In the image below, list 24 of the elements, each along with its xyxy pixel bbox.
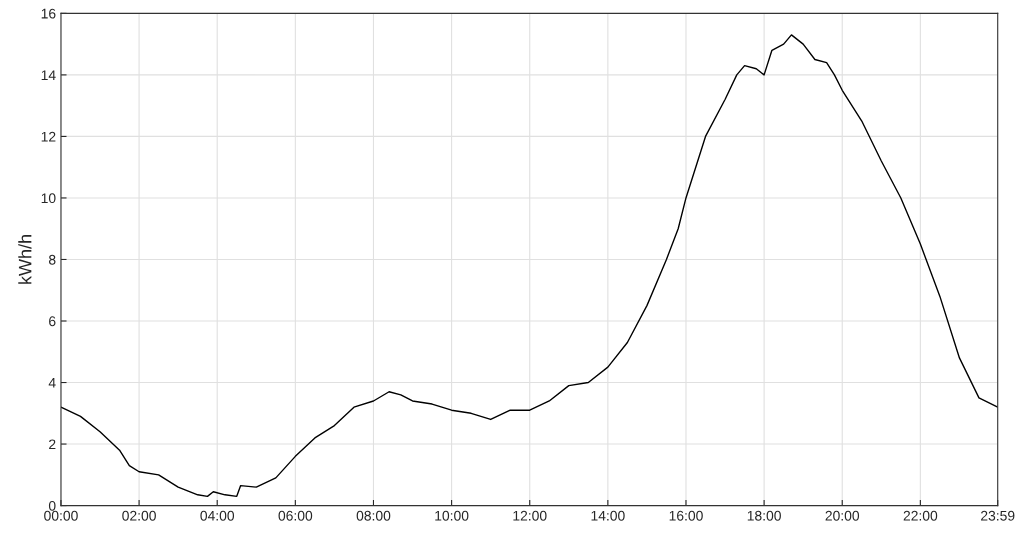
y-axis-title: kWh/h (18, 235, 32, 284)
x-tick-label: 18:00 (747, 510, 781, 521)
x-tick-label: 16:00 (669, 510, 703, 521)
x-tick-label: 20:00 (825, 510, 860, 521)
x-tick-label: 00:00 (44, 510, 78, 521)
x-tick-label: 22:00 (903, 510, 938, 521)
x-tick-label: 14:00 (591, 510, 625, 521)
x-tick-label: 06:00 (278, 510, 313, 521)
y-tick-label: 4 (48, 378, 56, 388)
x-tick-label: 10:00 (435, 510, 469, 521)
x-tick-label: 12:00 (513, 510, 547, 521)
y-tick-label: 14 (41, 70, 56, 80)
y-tick-label: 0 (48, 500, 56, 511)
x-tick-label: 02:00 (122, 510, 156, 521)
x-tick-label: 08:00 (356, 510, 391, 521)
y-tick-label: 2 (49, 439, 56, 450)
y-tick-label: 10 (41, 193, 56, 204)
line-series (60, 34, 998, 498)
y-tick-label: 8 (48, 254, 56, 265)
y-tick-label: 16 (41, 8, 56, 19)
x-tick-label: 23:59 (981, 510, 1015, 521)
x-tick-label: 04:00 (200, 510, 235, 521)
y-tick-label: 6 (49, 316, 56, 327)
y-tick-label: 12 (41, 131, 56, 142)
